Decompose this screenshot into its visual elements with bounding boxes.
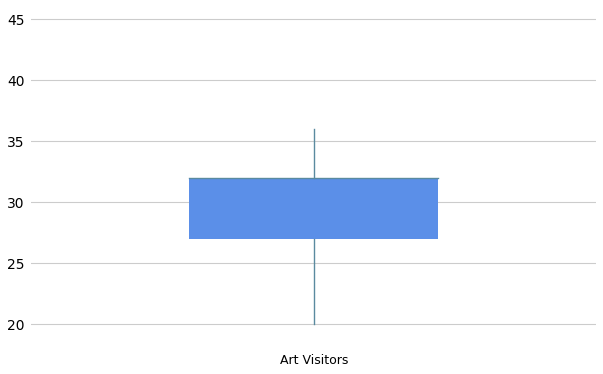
FancyBboxPatch shape bbox=[189, 178, 438, 239]
